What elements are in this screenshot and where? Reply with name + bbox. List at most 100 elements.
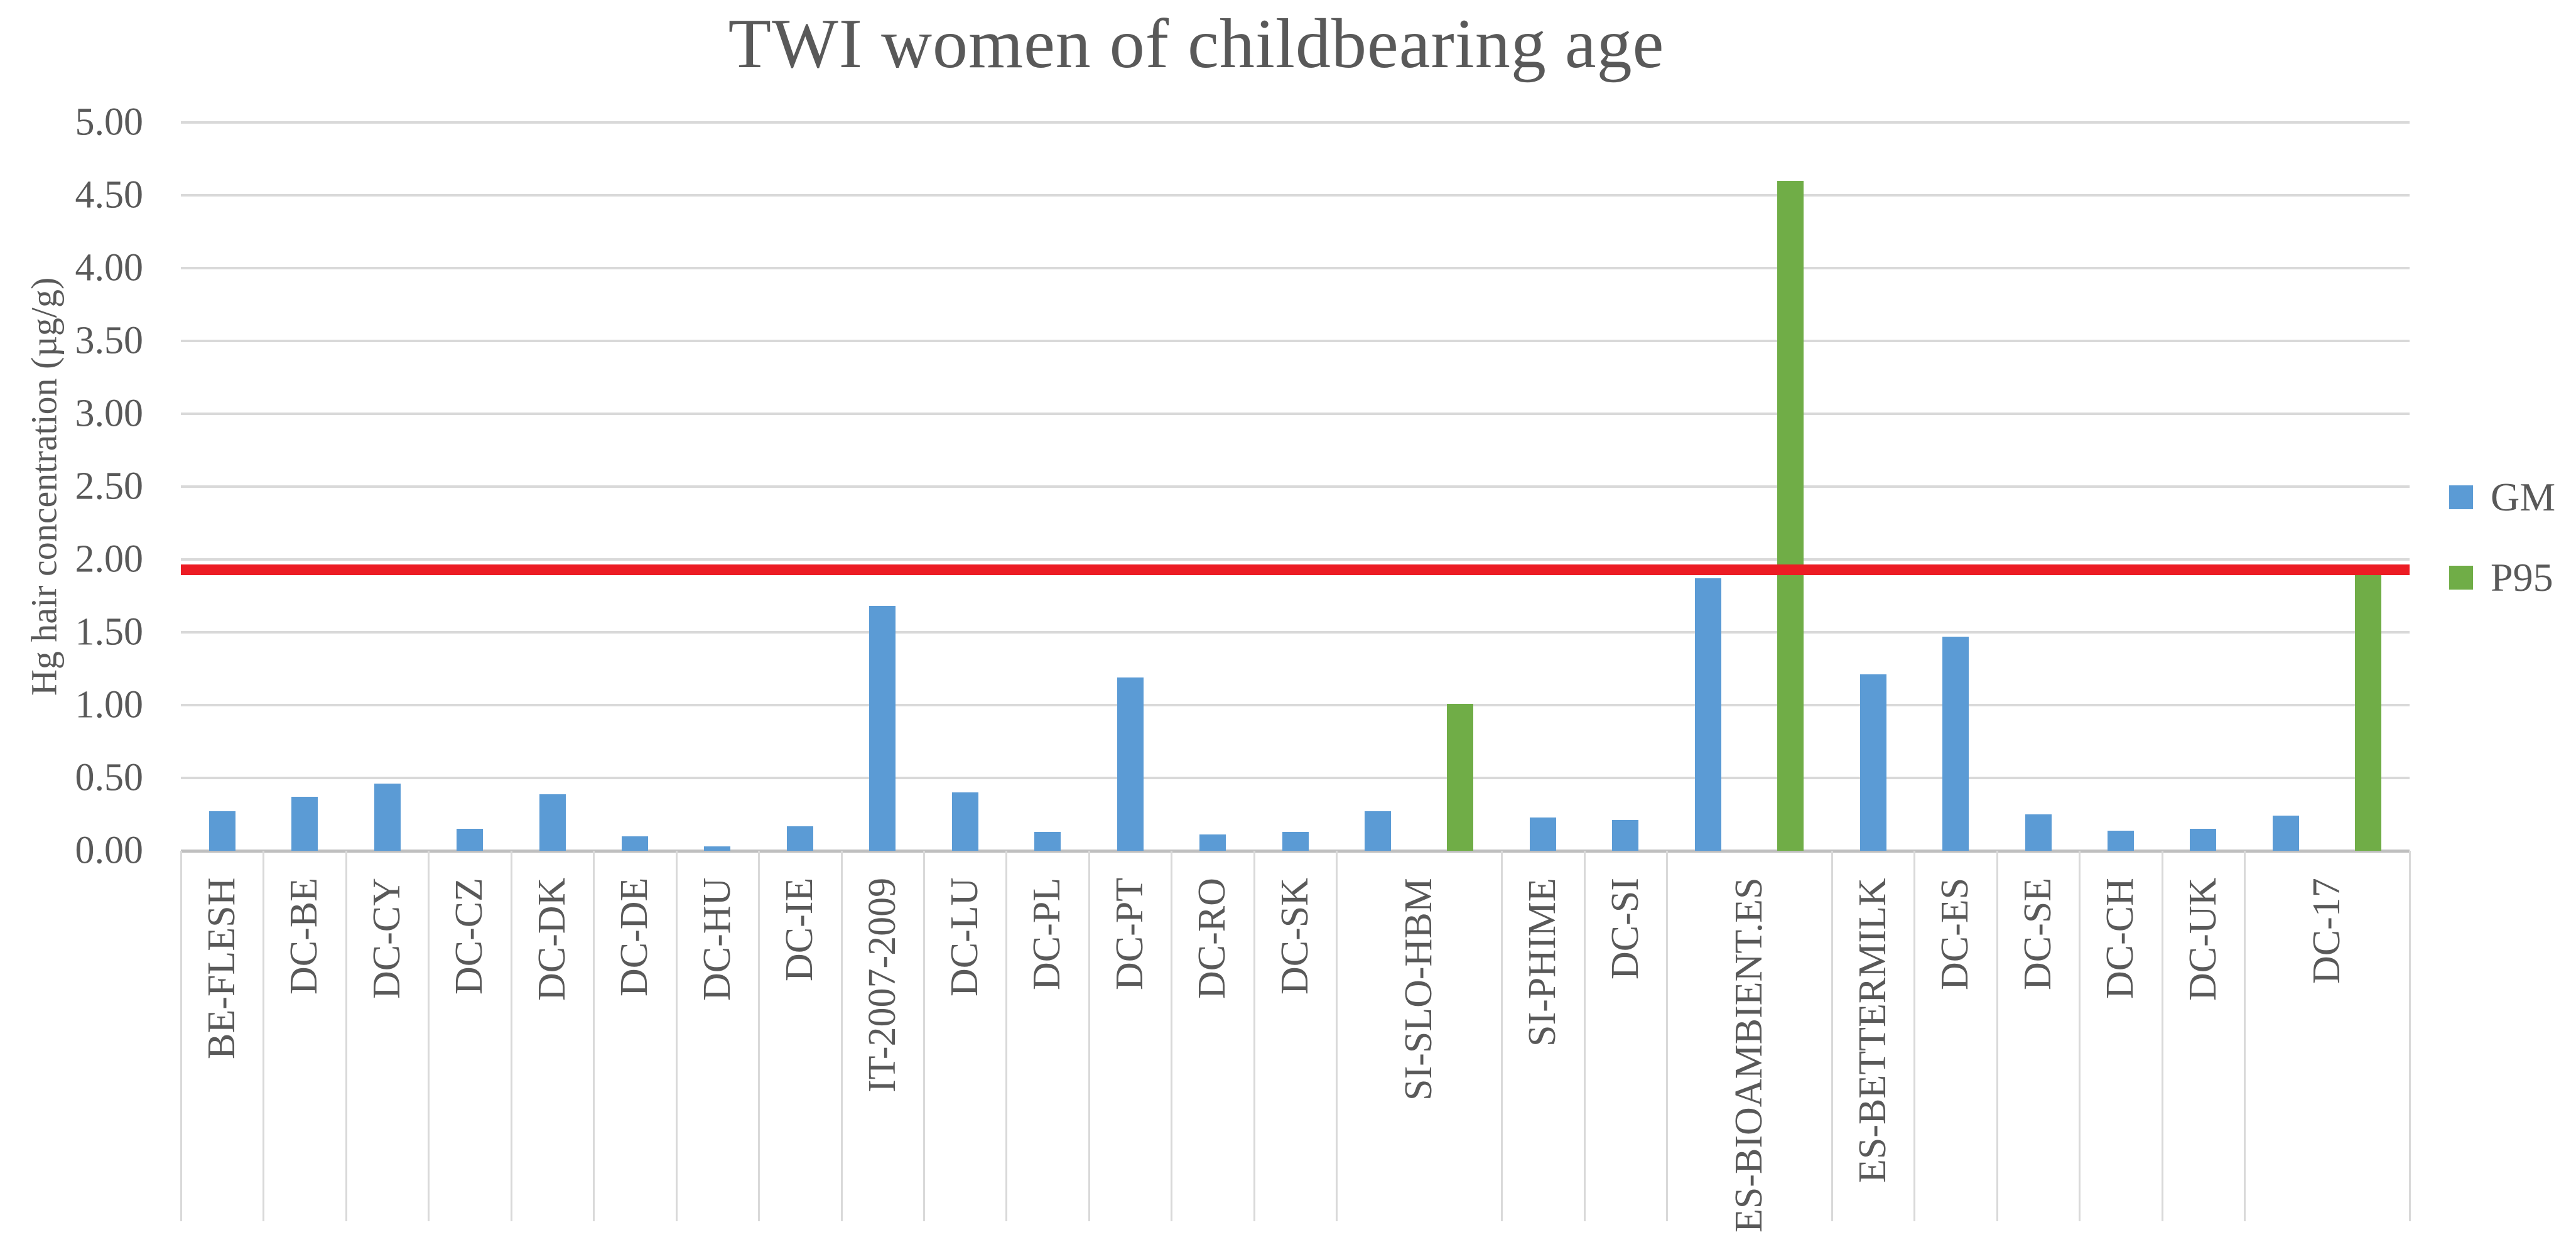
category-divider — [1501, 851, 1503, 1221]
x-category-label: ES-BETTERMILK — [1851, 878, 1895, 1183]
x-category-label: DC-SK — [1273, 878, 1316, 995]
x-category-label: DC-ES — [1934, 878, 1977, 991]
y-tick-label: 1.50 — [75, 610, 144, 654]
x-category-label: DC-UK — [2181, 878, 2224, 1001]
category-divider — [1913, 851, 1916, 1221]
category-divider — [428, 851, 430, 1221]
bar-gm-SI-PHIME — [1529, 817, 1556, 851]
bar-gm-DC-RO — [1199, 834, 1226, 851]
y-tick-label: 0.00 — [75, 829, 144, 872]
bar-gm-DC-CY — [374, 784, 401, 851]
x-category-label: DC-SI — [1603, 878, 1647, 979]
bar-gm-DC-HU — [704, 846, 731, 851]
bar-gm-DC-CZ — [457, 829, 484, 851]
category-divider — [2161, 851, 2163, 1221]
x-category-label: ES-BIOAMBIENT.ES — [1727, 878, 1770, 1233]
category-divider — [1831, 851, 1833, 1221]
bar-gm-DC-DE — [621, 836, 648, 851]
gridline — [181, 704, 2410, 706]
y-tick-label: 3.00 — [75, 392, 144, 435]
bar-p95-ES-BIOAMBIENT.ES — [1777, 180, 1804, 851]
category-divider — [2244, 851, 2246, 1221]
gridline — [181, 267, 2410, 269]
gridline — [181, 777, 2410, 779]
threshold-line — [181, 564, 2410, 576]
y-tick-label: 2.50 — [75, 465, 144, 508]
category-divider — [593, 851, 595, 1221]
y-tick-label: 4.50 — [75, 173, 144, 217]
y-tick-label: 3.50 — [75, 319, 144, 362]
x-category-label: DC-SE — [2016, 878, 2059, 991]
bar-p95-SI-SLO-HBM — [1447, 703, 1474, 851]
category-divider — [1171, 851, 1173, 1221]
x-category-label: DC-17 — [2305, 878, 2349, 984]
x-category-label: DC-BE — [283, 878, 326, 995]
legend-item-p95: P95 — [2449, 558, 2555, 598]
gridline — [181, 413, 2410, 415]
bar-gm-DC-SI — [1612, 820, 1639, 851]
gridline — [181, 558, 2410, 561]
x-category-label: DC-PL — [1026, 878, 1069, 991]
category-divider — [2409, 851, 2411, 1221]
bar-gm-DC-SE — [2025, 814, 2052, 851]
x-category-label: DC-LU — [943, 878, 987, 997]
category-divider — [262, 851, 265, 1221]
x-category-label: BE-FLESH — [200, 878, 244, 1060]
bar-gm-DC-ES — [1942, 636, 1969, 851]
category-divider — [1088, 851, 1090, 1221]
legend-item-gm: GM — [2449, 477, 2555, 517]
gridline — [181, 340, 2410, 342]
bar-gm-DC-CH — [2107, 830, 2134, 851]
x-category-label: DC-IE — [778, 878, 821, 982]
legend: GM P95 — [2449, 477, 2555, 638]
x-category-label: SI-PHIME — [1521, 878, 1564, 1047]
legend-label-p95: P95 — [2491, 555, 2553, 600]
bar-p95-DC-17 — [2355, 574, 2382, 851]
gridline — [181, 121, 2410, 124]
category-divider — [1253, 851, 1255, 1221]
bar-gm-ES-BETTERMILK — [1859, 674, 1886, 851]
bar-gm-IT-2007-2009 — [869, 606, 896, 851]
bar-gm-DC-LU — [951, 792, 978, 851]
x-category-label: DC-CZ — [448, 878, 491, 995]
category-divider — [840, 851, 843, 1221]
x-category-label: IT-2007-2009 — [860, 878, 904, 1093]
bar-gm-SI-SLO-HBM — [1364, 811, 1391, 851]
y-tick-label: 2.00 — [75, 537, 144, 581]
y-tick-label: 0.50 — [75, 756, 144, 799]
x-category-label: DC-RO — [1191, 878, 1234, 999]
bar-gm-ES-BIOAMBIENT.ES — [1694, 578, 1721, 851]
bar-gm-DC-17 — [2272, 816, 2299, 851]
gridline — [181, 485, 2410, 488]
x-axis-line — [181, 850, 2410, 853]
category-divider — [923, 851, 925, 1221]
bar-gm-DC-BE — [291, 797, 318, 851]
bar-gm-DC-PL — [1034, 831, 1061, 851]
category-divider — [675, 851, 678, 1221]
category-divider — [758, 851, 760, 1221]
gridline — [181, 194, 2410, 197]
y-tick-label: 5.00 — [75, 100, 144, 144]
category-divider — [1583, 851, 1586, 1221]
y-tick-label: 1.00 — [75, 683, 144, 726]
legend-label-gm: GM — [2491, 475, 2556, 519]
x-category-label: DC-HU — [695, 878, 739, 1001]
y-tick-label: 4.00 — [75, 246, 144, 289]
category-divider — [1005, 851, 1008, 1221]
legend-swatch-gm-icon — [2449, 485, 2473, 509]
category-divider — [1996, 851, 1998, 1221]
x-category-label: DC-DE — [613, 878, 656, 997]
bar-gm-DC-IE — [786, 826, 813, 851]
bar-gm-DC-UK — [2190, 829, 2217, 851]
legend-swatch-p95-icon — [2449, 566, 2473, 590]
x-category-label: DC-CY — [365, 878, 409, 999]
x-category-label: DC-PT — [1108, 878, 1152, 991]
x-category-label: DC-DK — [530, 878, 573, 1001]
category-divider — [510, 851, 512, 1221]
category-divider — [2079, 851, 2081, 1221]
x-category-label: DC-CH — [2099, 878, 2142, 999]
category-divider — [180, 851, 182, 1221]
chart-title: TWI women of childbearing age — [728, 5, 1665, 83]
category-divider — [1666, 851, 1668, 1221]
